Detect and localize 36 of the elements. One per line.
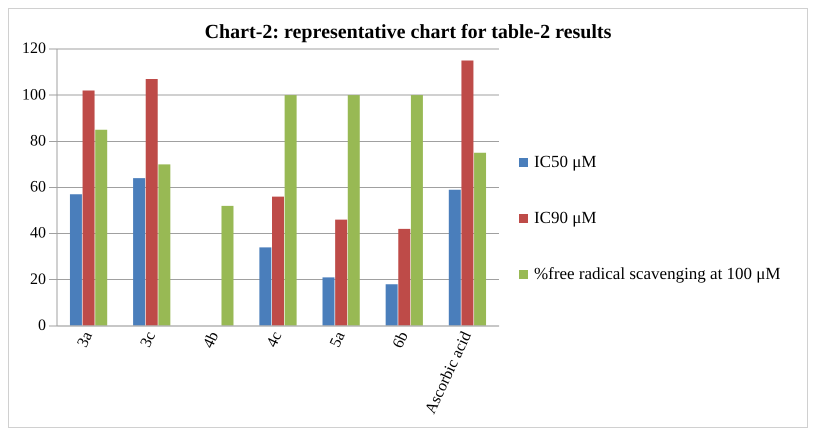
x-tick-label: 5a	[326, 329, 349, 350]
legend-label: IC90 μM	[534, 208, 596, 228]
chart-title: Chart-2: representative chart for table-2 results	[204, 21, 612, 43]
bar	[461, 60, 474, 326]
legend-label: %free radical scavenging at 100 μM	[534, 264, 781, 284]
bar	[272, 196, 284, 326]
y-tick-label: 0	[38, 316, 46, 334]
bar	[158, 164, 170, 326]
bar	[386, 284, 398, 326]
bar	[95, 130, 108, 326]
x-tick-label: 4c	[264, 329, 286, 350]
bar	[410, 95, 423, 326]
x-tick-label: 3c	[137, 329, 160, 350]
y-tick-label: 20	[30, 270, 46, 288]
x-tick-label: 4b	[200, 329, 222, 351]
y-tick-label: 120	[22, 40, 46, 58]
x-tick-label: 6b	[390, 329, 412, 351]
bar	[259, 247, 272, 326]
bar	[133, 178, 146, 326]
bar	[146, 78, 158, 326]
x-tick-label: 3a	[74, 329, 96, 350]
bar	[322, 277, 335, 326]
legend-label: IC50 μM	[534, 152, 596, 172]
bar	[82, 90, 95, 326]
bar	[348, 95, 360, 326]
bar	[284, 95, 297, 326]
y-tick-label: 80	[30, 132, 46, 150]
y-tick-label: 100	[22, 86, 46, 104]
y-tick-label: 40	[30, 224, 46, 242]
bar	[474, 152, 486, 326]
bar	[398, 228, 410, 326]
y-tick-label: 60	[30, 178, 46, 196]
bar	[448, 190, 461, 326]
bar	[221, 206, 234, 326]
bar	[335, 220, 348, 326]
bar	[70, 194, 82, 326]
